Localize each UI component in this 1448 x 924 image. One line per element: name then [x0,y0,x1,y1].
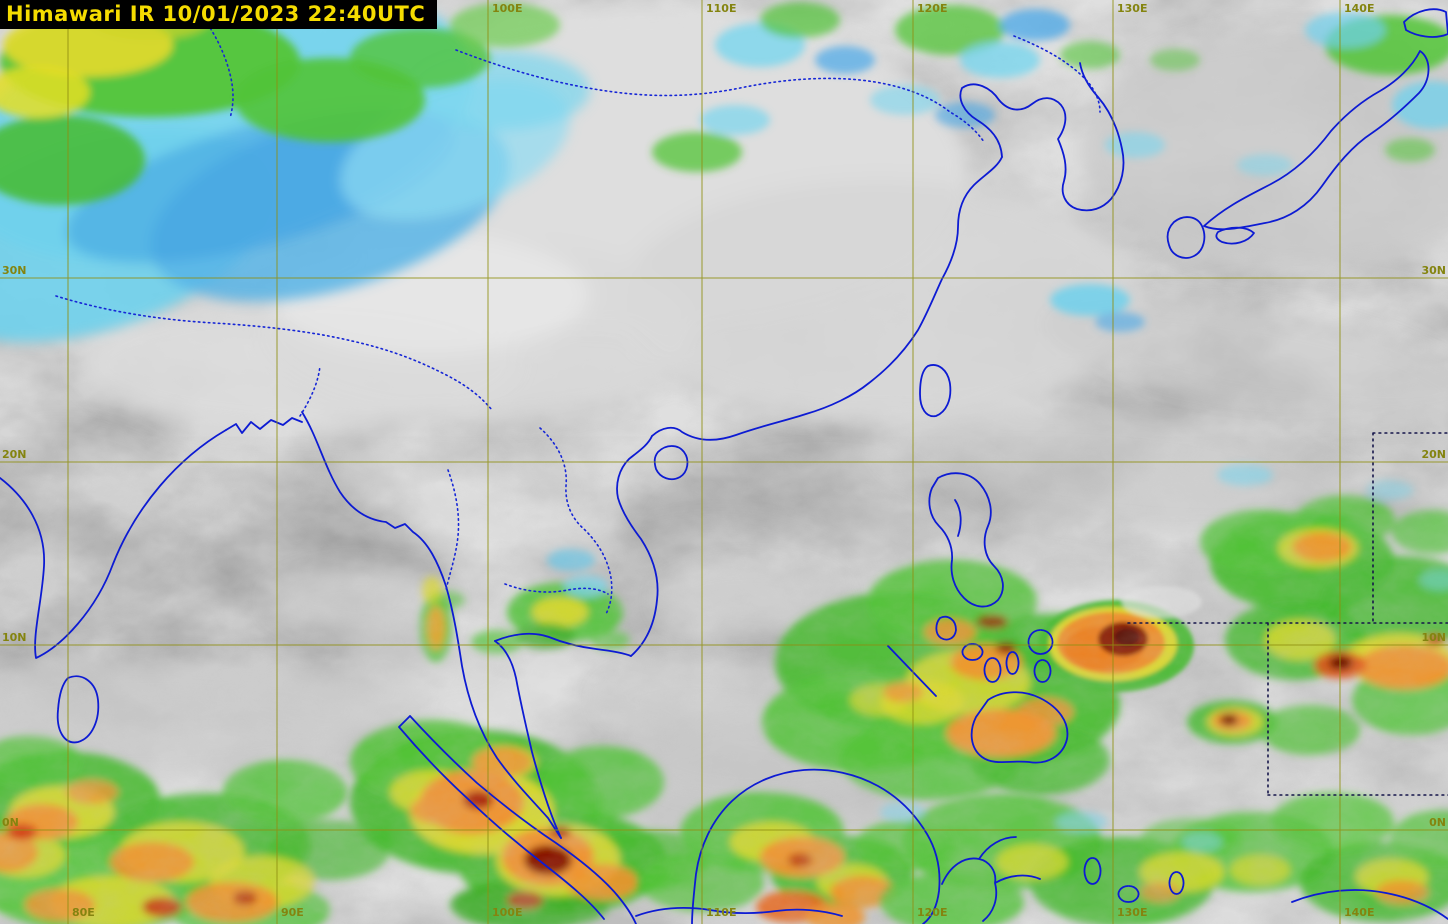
new-guinea-coastline [1291,889,1448,920]
myanmar-malay-coastline [301,411,562,839]
sulawesi-coastline [941,836,1041,922]
taiwan-coastline [919,364,952,418]
maluku-coastlines [1083,857,1185,903]
shikoku-coastline [1215,226,1255,245]
country-borders [55,7,1101,615]
luzon-coastline [928,472,1004,608]
honshu-coastline [1203,50,1430,231]
luzon-inner-line [954,499,962,537]
bohai-korea-coastline [959,62,1125,212]
malay-east-coastline [494,640,562,839]
hainan-coastline [653,445,689,481]
china-korea-border [1013,35,1101,113]
ganges-delta-coastline [225,417,303,434]
dashed-monitoring-boundary [1127,432,1448,796]
india-coastline [0,429,227,659]
northeast-asia-cloud-flecks [652,2,1448,332]
kyushu-coastline [1166,216,1206,259]
borneo-coastline [691,768,941,924]
image-title: Himawari IR 10/01/2023 22:40UTC [0,0,438,29]
vietnam-coastline [616,435,659,657]
laos-vietnam-border [539,427,613,615]
coastlines [0,8,1448,924]
mindanao-coastline [970,691,1069,764]
south-china-coastline [651,156,1003,441]
speckle-texture [0,460,1448,924]
himalaya-border [55,295,493,411]
palawan-coastline [887,645,937,697]
mindoro-coastline [935,615,957,641]
visayas-coastlines [961,629,1054,683]
java-coastline [635,907,843,917]
hokkaido-coastline [1403,8,1448,38]
sri-lanka-coastline [56,675,100,744]
china-mongolia-border [455,49,985,143]
myanmar-thailand-border [445,469,460,591]
northwest-cold-cloud-mass [0,0,590,342]
bangladesh-border [299,365,321,417]
